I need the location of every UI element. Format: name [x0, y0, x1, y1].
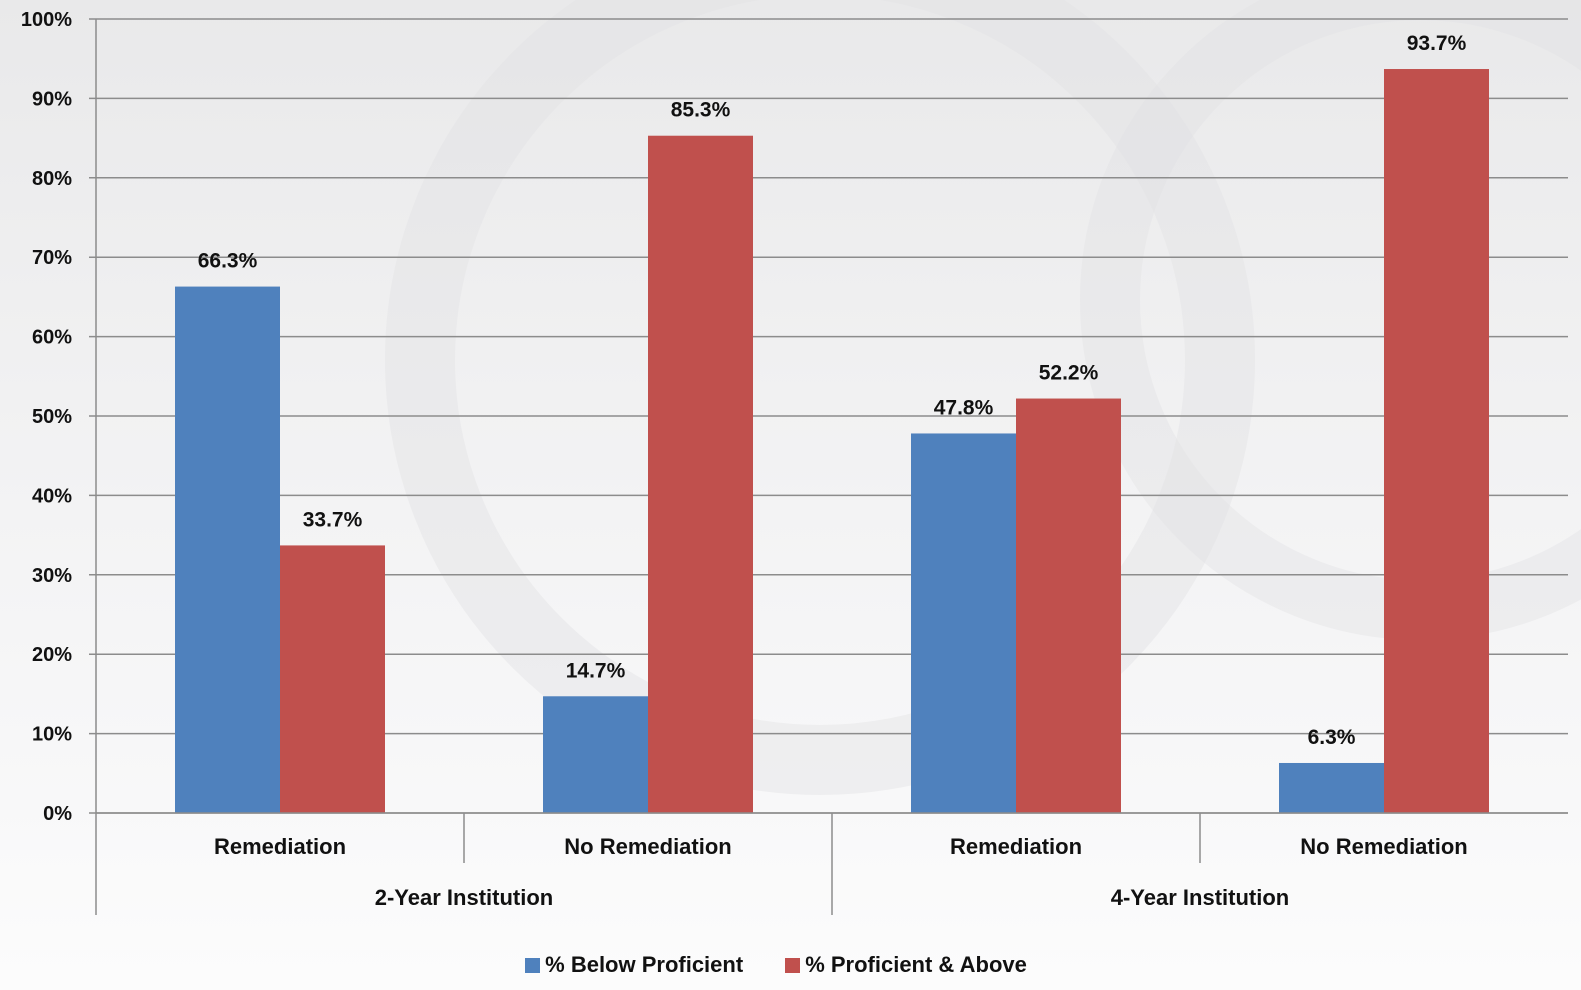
x-category-label: Remediation: [950, 834, 1082, 859]
data-label: 33.7%: [303, 508, 363, 531]
y-tick-label: 90%: [32, 88, 72, 110]
data-label: 47.8%: [934, 396, 994, 419]
bars: [175, 69, 1489, 814]
y-tick-label: 20%: [32, 644, 72, 666]
bar-below-proficient: [175, 286, 280, 813]
legend-label-below-proficient: % Below Proficient: [545, 952, 744, 977]
data-labels: 66.3% 14.7% 47.8% 6.3% 33.7% 85.3% 52.2% 93.7%: [198, 32, 1467, 749]
x-category-label: Remediation: [214, 834, 346, 859]
x-group-label: 4-Year Institution: [1111, 885, 1289, 910]
y-tick-label: 0%: [43, 803, 72, 825]
y-tick-label: 30%: [32, 565, 72, 587]
legend-label-proficient-above: % Proficient & Above: [805, 952, 1027, 977]
legend-swatch-proficient-above: [785, 957, 801, 973]
data-label: 52.2%: [1039, 362, 1099, 385]
legend-item-below-proficient: % Below Proficient: [525, 952, 743, 978]
y-tick-label: 70%: [32, 247, 72, 269]
bar-below-proficient: [911, 433, 1016, 813]
bar-below-proficient: [543, 696, 648, 813]
y-tick-label: 100%: [21, 9, 72, 31]
data-label: 66.3%: [198, 250, 258, 273]
data-label: 93.7%: [1407, 32, 1467, 55]
bar-proficient-above: [1016, 398, 1121, 813]
y-tick-label: 80%: [32, 168, 72, 190]
legend-item-proficient-above: % Proficient & Above: [785, 952, 1027, 978]
x-category-label: No Remediation: [1300, 834, 1467, 859]
x-axis: Remediation No Remediation Remediation No R…: [95, 812, 1568, 915]
y-tick-label: 10%: [32, 724, 72, 746]
bar-proficient-above: [280, 545, 385, 813]
bar-proficient-above: [1384, 69, 1489, 814]
legend: % Below Proficient % Proficient & Above: [0, 952, 1552, 978]
x-category-label: No Remediation: [564, 834, 731, 859]
y-tick-label: 60%: [32, 327, 72, 349]
data-label: 14.7%: [566, 659, 626, 682]
data-label: 85.3%: [671, 99, 731, 122]
bar-proficient-above: [648, 135, 753, 813]
x-group-label: 2-Year Institution: [375, 885, 553, 910]
y-tick-label: 40%: [32, 485, 72, 507]
bar-below-proficient: [1279, 762, 1384, 813]
y-axis-ticks: 0% 10% 20% 30% 40% 50% 60% 70% 80% 90% 100%: [21, 9, 72, 825]
data-label: 6.3%: [1308, 726, 1356, 749]
legend-swatch-below-proficient: [525, 957, 541, 973]
y-tick-label: 50%: [32, 406, 72, 428]
